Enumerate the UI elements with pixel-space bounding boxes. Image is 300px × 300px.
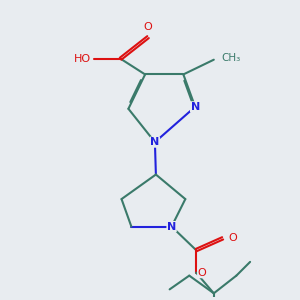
Text: HO: HO xyxy=(74,54,91,64)
Text: CH₃: CH₃ xyxy=(221,53,240,63)
Text: N: N xyxy=(190,102,200,112)
Text: O: O xyxy=(198,268,206,278)
Text: O: O xyxy=(228,233,237,243)
Text: N: N xyxy=(150,137,160,147)
Text: N: N xyxy=(167,222,176,232)
Text: O: O xyxy=(144,22,152,32)
